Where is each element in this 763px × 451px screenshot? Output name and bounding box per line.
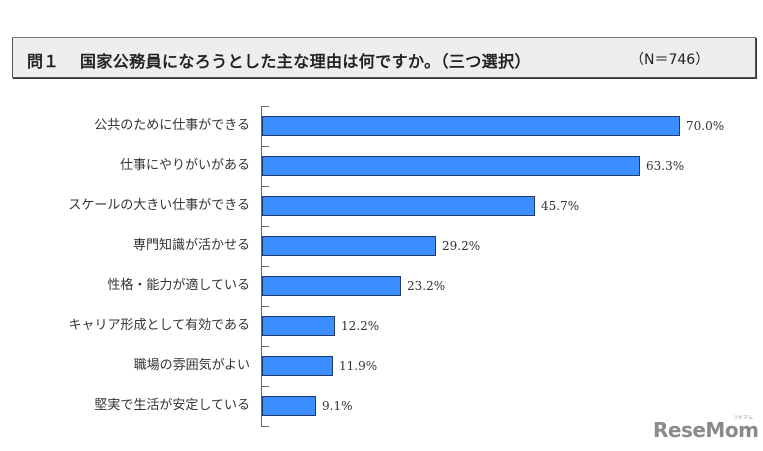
axis-tick — [261, 226, 269, 227]
category-label: 堅実で生活が安定している — [94, 398, 250, 413]
axis-tick — [261, 266, 269, 267]
value-label: 9.1% — [322, 399, 353, 413]
value-label: 12.2% — [341, 319, 380, 333]
axis-tick — [261, 306, 269, 307]
axis-tick — [261, 106, 269, 107]
category-label: 性格・能力が適している — [107, 278, 250, 293]
bar — [262, 316, 335, 336]
value-label: 63.3% — [646, 159, 685, 173]
bar — [262, 276, 401, 296]
value-label: 70.0% — [686, 119, 725, 133]
bar — [262, 196, 535, 216]
category-label: キャリア形成として有効である — [68, 318, 250, 333]
sample-size: （N＝746） — [630, 52, 710, 68]
category-label: 専門知識が活かせる — [132, 238, 250, 253]
category-label: 仕事にやりがいがある — [119, 158, 250, 173]
value-label: 11.9% — [339, 359, 378, 373]
category-label: スケールの大きい仕事ができる — [68, 198, 250, 213]
resemom-logo: ReseMom — [653, 418, 759, 442]
axis-tick — [261, 386, 269, 387]
axis-tick — [261, 186, 269, 187]
question-text: 国家公務員になろうとした主な理由は何ですか。（三つ選択） — [80, 52, 531, 71]
question-number: 問１ — [27, 52, 60, 71]
bar — [262, 236, 436, 256]
category-label: 公共のために仕事ができる — [94, 118, 250, 133]
axis-tick — [261, 146, 269, 147]
value-label: 29.2% — [442, 239, 481, 253]
bar — [262, 156, 640, 176]
axis-tick — [261, 346, 269, 347]
value-label: 23.2% — [407, 279, 446, 293]
value-label: 45.7% — [541, 199, 580, 213]
resemom-logo-sub: リセマム — [733, 415, 754, 421]
category-label: 職場の雰囲気がよい — [133, 358, 250, 373]
axis-tick — [261, 426, 269, 427]
bar — [262, 396, 316, 416]
bar — [262, 116, 680, 136]
bar — [262, 356, 333, 376]
question-header: 問１ 国家公務員になろうとした主な理由は何ですか。（三つ選択） （N＝746） — [12, 37, 756, 78]
